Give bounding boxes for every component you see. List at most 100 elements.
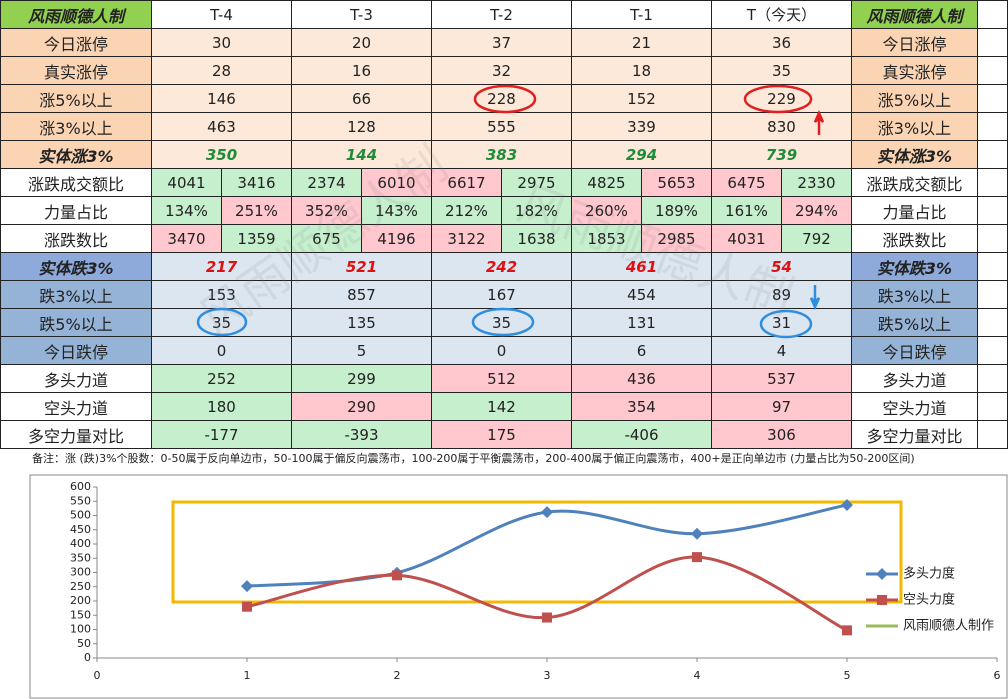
row-label: 多头力道 [852, 365, 978, 393]
data-cell: 350 [152, 141, 292, 169]
data-cell: 3470 [152, 225, 222, 253]
data-cell: 32 [432, 57, 572, 85]
data-cell: 3122 [432, 225, 502, 253]
x-tick-label: 3 [544, 669, 551, 682]
blank-cell [978, 309, 1008, 337]
data-cell: 2975 [502, 169, 572, 197]
data-cell: 252 [152, 365, 292, 393]
data-cell: 352% [292, 197, 362, 225]
point [541, 506, 553, 519]
data-cell: 6475 [712, 169, 782, 197]
data-cell: 153 [152, 281, 292, 309]
header-cell: T-4 [152, 1, 292, 29]
x-tick-label: 4 [694, 669, 701, 682]
data-cell: -177 [152, 421, 292, 449]
header-cell: 风雨顺德人制 [0, 1, 152, 29]
data-cell: -393 [292, 421, 432, 449]
row-label: 多空力量对比 [852, 421, 978, 449]
data-cell: 1638 [502, 225, 572, 253]
row-label: 跌3%以上 [0, 281, 152, 309]
data-cell: -406 [572, 421, 712, 449]
data-cell: 134% [152, 197, 222, 225]
legend-marker [877, 595, 887, 605]
data-cell: 146 [152, 85, 292, 113]
data-cell: 6010 [362, 169, 432, 197]
row-label: 涨3%以上 [852, 113, 978, 141]
data-cell: 299 [292, 365, 432, 393]
data-cell: 555 [432, 113, 572, 141]
data-cell: 2985 [642, 225, 712, 253]
data-cell: 512 [432, 365, 572, 393]
series-line [246, 555, 848, 632]
data-cell: 212% [432, 197, 502, 225]
data-cell: 182% [502, 197, 572, 225]
chart-frame [29, 474, 1008, 699]
row-label: 真实涨停 [0, 57, 152, 85]
data-cell: 21 [572, 29, 712, 57]
data-cell: 537 [712, 365, 852, 393]
row-label: 实体涨3% [0, 141, 152, 169]
data-cell: 189% [642, 197, 712, 225]
data-cell: 675 [292, 225, 362, 253]
row-label: 涨5%以上 [0, 85, 152, 113]
data-cell: 339 [572, 113, 712, 141]
header-cell: T-3 [292, 1, 432, 29]
data-cell: 463 [152, 113, 292, 141]
point [542, 612, 552, 623]
legend-marker [876, 568, 888, 580]
blank-cell [978, 197, 1008, 225]
blank-cell [978, 113, 1008, 141]
data-cell: 228 [432, 85, 572, 113]
point [692, 552, 702, 563]
data-cell: 461 [572, 253, 712, 281]
blank-cell [978, 253, 1008, 281]
data-cell: 383 [432, 141, 572, 169]
data-cell: 152 [572, 85, 712, 113]
x-tick-label: 2 [394, 669, 401, 682]
data-cell: 857 [292, 281, 432, 309]
blank-cell [978, 281, 1008, 309]
data-cell: 20 [292, 29, 432, 57]
data-cell: 6617 [432, 169, 502, 197]
data-cell: 260% [572, 197, 642, 225]
data-cell: 144 [292, 141, 432, 169]
blank-cell [978, 1, 1008, 29]
legend-label: 空头力度 [903, 592, 955, 608]
data-cell: 4031 [712, 225, 782, 253]
x-tick-label: 6 [994, 669, 1001, 682]
row-label: 空头力道 [852, 393, 978, 421]
data-cell: 294 [572, 141, 712, 169]
x-tick-label: 5 [844, 669, 851, 682]
row-label: 涨跌成交额比 [0, 169, 152, 197]
header-cell: T（今天） [712, 1, 852, 29]
row-label: 涨跌数比 [0, 225, 152, 253]
data-cell: 436 [572, 365, 712, 393]
data-cell: 454 [572, 281, 712, 309]
blank-cell [978, 337, 1008, 365]
y-tick-label: 150 [70, 608, 91, 621]
y-tick-label: 450 [70, 523, 91, 536]
data-cell: 35 [712, 57, 852, 85]
header-cell: T-1 [572, 1, 712, 29]
legend-label: 风雨顺德人制作 [903, 619, 994, 634]
blank-cell [978, 225, 1008, 253]
data-cell: 4825 [572, 169, 642, 197]
point [842, 625, 852, 636]
data-cell: 28 [152, 57, 292, 85]
legend-label: 多头力度 [903, 566, 955, 582]
row-label: 今日跌停 [0, 337, 152, 365]
data-cell: 54 [712, 253, 852, 281]
data-cell: 18 [572, 57, 712, 85]
blank-cell [978, 169, 1008, 197]
point [241, 580, 253, 593]
data-cell: 3416 [222, 169, 292, 197]
row-label: 多空力量对比 [0, 421, 152, 449]
data-cell: 739 [712, 141, 852, 169]
row-label: 真实涨停 [852, 57, 978, 85]
blank-cell [978, 85, 1008, 113]
row-label: 力量占比 [852, 197, 978, 225]
row-label: 涨跌数比 [852, 225, 978, 253]
y-tick-label: 50 [77, 637, 91, 650]
y-tick-label: 500 [70, 509, 91, 522]
data-cell: 217 [152, 253, 292, 281]
